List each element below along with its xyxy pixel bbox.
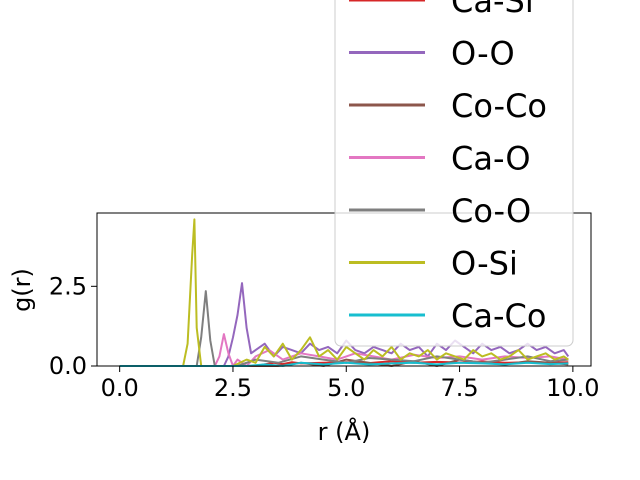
y-tick-label: 0.0 <box>49 352 87 380</box>
y-tick-label: 2.5 <box>49 272 87 300</box>
legend-label-co-o: Co-O <box>451 192 531 230</box>
legend-label-co-co: Co-Co <box>451 87 547 125</box>
x-tick-label: 2.5 <box>214 374 252 402</box>
legend-label-o-o: O-O <box>451 35 515 73</box>
x-tick-label: 5.0 <box>327 374 365 402</box>
x-tick-label: 0.0 <box>101 374 139 402</box>
ticks-layer: 0.0 2.5 5.0 7.5 10.0 0.0 2.5 <box>49 272 600 402</box>
series-layer <box>119 218 570 367</box>
legend-label-ca-si: Ca-Si <box>451 0 534 20</box>
legend: Ca-Si O-O Co-Co Ca-O Co-O O-Si Ca-Co <box>334 0 574 347</box>
series-line-o-o <box>119 282 570 367</box>
legend-label-ca-o: Ca-O <box>451 140 531 178</box>
legend-label-o-si: O-Si <box>451 245 518 283</box>
x-tick-label: 10.0 <box>546 374 599 402</box>
x-tick-label: 7.5 <box>440 374 478 402</box>
legend-frame <box>334 0 574 347</box>
y-axis-label: g(r) <box>8 268 36 312</box>
x-axis-label: r (Å) <box>318 417 371 446</box>
series-line-co-o <box>119 290 569 367</box>
series-line-ca-co <box>119 361 569 367</box>
legend-label-ca-co: Ca-Co <box>451 297 546 335</box>
